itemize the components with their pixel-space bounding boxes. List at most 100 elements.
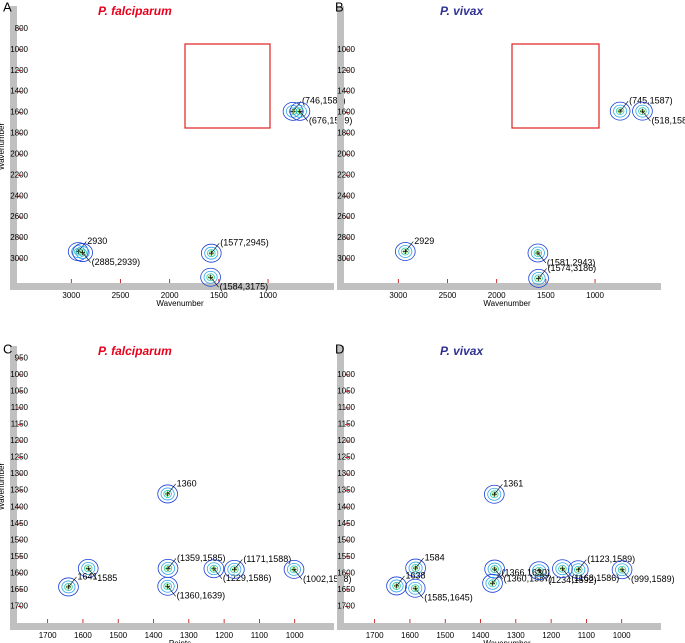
x-axis-label: Wavenumber [483,299,531,308]
contour [574,565,583,574]
contour [611,560,633,580]
contour [632,101,653,121]
contour [533,249,543,257]
y-tick-label: 1050 [337,386,355,395]
leader-line [537,252,547,264]
contour [157,484,178,504]
y-tick-label: 1000 [337,370,355,379]
panel-letter: C [3,341,12,356]
y-tick-label: 2600 [337,212,355,221]
contour [483,484,505,504]
contour [392,582,401,590]
y-tick-label: 1450 [10,519,28,528]
leader-line [167,586,176,597]
axis-bar [10,346,17,630]
y-tick-label: 1350 [10,486,28,495]
annotation: (1123,1589) [587,554,635,564]
contour [615,107,625,116]
contour [283,559,305,579]
x-tick-label: 1700 [39,631,57,640]
y-tick-label: 1400 [337,502,355,511]
contour [482,573,503,593]
y-tick-label: 2800 [337,233,355,242]
y-tick-label: 1350 [337,486,355,495]
panel-title: P. vivax [440,344,484,358]
contour [75,246,90,259]
y-tick-label: 1500 [10,535,28,544]
contour [207,249,216,258]
contour [72,243,93,262]
contour [635,104,650,118]
x-tick-label: 2000 [161,291,179,300]
y-tick-label: 2200 [10,170,28,179]
contour [389,579,404,593]
contour [286,562,301,576]
axis-bar [337,346,344,630]
annotation: (1359,1585) [177,553,226,563]
annotation: 1360 [177,478,197,488]
x-tick-label: 1400 [145,631,163,640]
leader-line [299,111,309,122]
panel-title: P. falciparum [98,344,172,358]
contour [61,580,76,594]
x-tick-label: 2500 [112,291,130,300]
annotation: (1581,2943) [547,257,596,267]
annotation: (746,1589) [302,96,346,106]
x-tick-label: 1300 [180,631,198,640]
contour [638,107,647,116]
contour [490,565,499,573]
y-tick-label: 1600 [10,108,28,117]
x-tick-label: 1000 [586,291,604,300]
contour [163,490,172,498]
x-axis-label: Wavenumber [156,299,204,308]
y-tick-label: 3000 [10,254,28,263]
panel-letter: A [3,0,12,14]
annotation: (1229,1586) [223,573,272,583]
contour [534,566,544,575]
x-tick-label: 1200 [542,631,560,640]
annotation: (1171,1588) [243,554,291,564]
panel: C P. falciparum 950 1000 1050 1100 1150 1200 125… [0,341,352,643]
x-tick-label: 1000 [613,631,631,640]
contour [203,270,218,284]
x-tick-label: 1100 [251,631,269,640]
y-tick-label: 1050 [10,386,28,395]
contour [613,104,628,118]
annotation: (2885,2939) [92,257,141,267]
leader-line [210,277,219,288]
y-tick-label: 2200 [337,170,355,179]
contour [160,487,175,501]
annotation: (1584,3175) [220,282,269,292]
contour [160,579,175,593]
leader-line [234,559,243,570]
axis-bar [10,623,334,630]
x-tick-label: 1000 [259,291,277,300]
y-tick-label: 1700 [337,602,355,611]
contour [405,558,426,578]
contour [528,268,549,288]
x-tick-label: 2000 [488,291,506,300]
axis-bar [10,283,334,290]
contour [615,563,630,577]
annotation: (518,1587) [651,116,685,126]
contour [488,579,497,588]
contour [394,242,416,261]
annotation: (1360,1587) [504,573,553,583]
y-tick-label: 1150 [11,420,29,429]
x-tick-label: 2500 [439,291,457,300]
contour [78,248,87,257]
x-tick-label: 1600 [74,631,92,640]
leader-line [415,557,424,569]
annotation: (1360,1639) [177,591,226,601]
y-tick-label: 950 [15,353,29,362]
y-tick-label: 1200 [337,436,355,445]
y-axis-label: Wavenumber [0,463,6,511]
contour [206,562,221,576]
annotation: (1168,1586) [571,573,619,583]
x-tick-label: 1500 [537,291,555,300]
y-tick-label: 1600 [337,108,355,117]
y-tick-label: 3000 [337,254,355,263]
contour [571,563,586,577]
y-tick-label: 1400 [10,87,28,96]
